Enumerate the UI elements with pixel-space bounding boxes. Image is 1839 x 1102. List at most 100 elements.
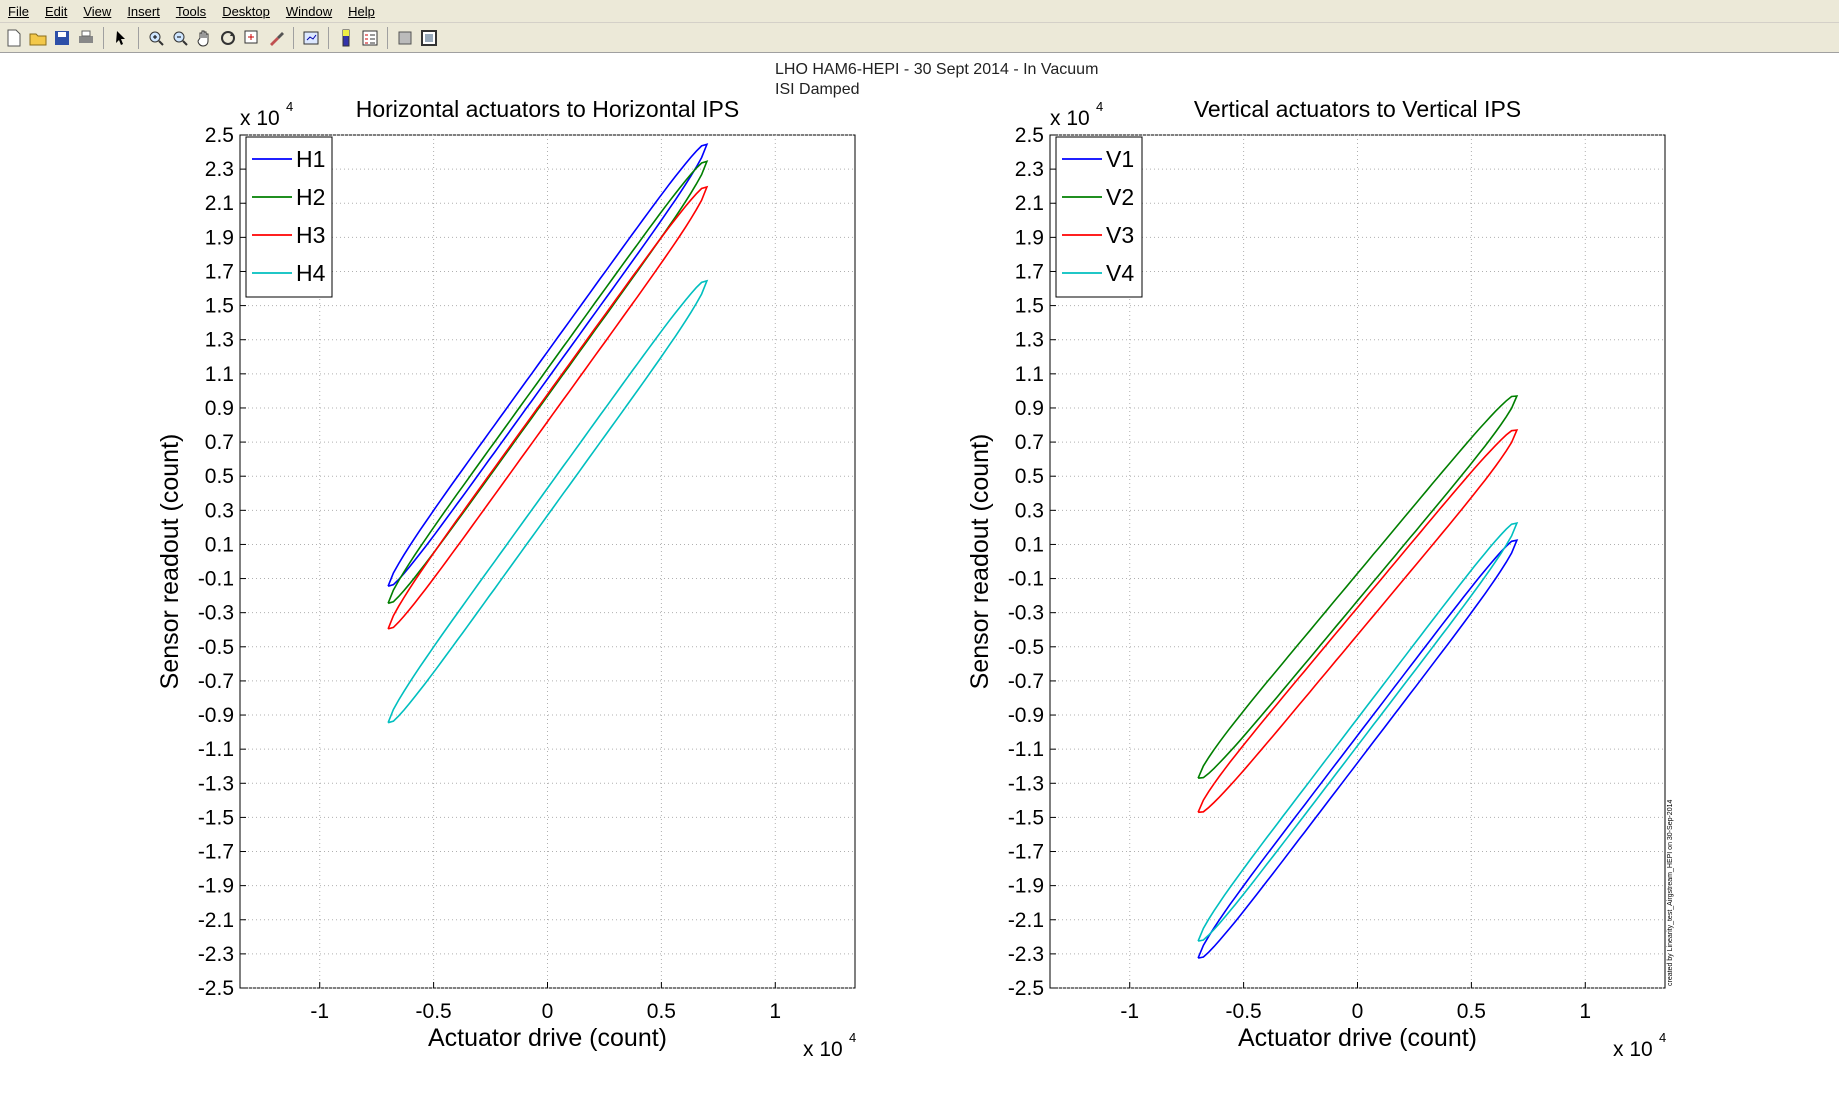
menu-insert[interactable]: Insert: [127, 3, 160, 19]
y-tick-label: -1.1: [198, 738, 234, 761]
suptitle-line1: LHO HAM6-HEPI - 30 Sept 2014 - In Vacuum: [775, 61, 1098, 78]
y-tick-label: -0.5: [198, 636, 234, 659]
y-tick-label: -0.9: [1008, 704, 1044, 727]
y-tick-label: 0.3: [205, 499, 234, 522]
y-tick-label: 1.5: [1015, 295, 1044, 318]
data-cursor-icon[interactable]: [241, 27, 263, 49]
legend-label-h4: H4: [296, 260, 326, 286]
y-tick-label: -1.7: [198, 841, 234, 864]
show-plot-tools-icon[interactable]: [418, 27, 440, 49]
menu-file[interactable]: File: [8, 3, 29, 19]
y-exponent-power: 4: [286, 99, 293, 114]
legend-label-h1: H1: [296, 146, 325, 172]
series-line-h4: [387, 279, 709, 724]
zoom-out-icon[interactable]: [169, 27, 191, 49]
y-tick-label: 2.5: [1015, 124, 1044, 147]
y-tick-label: 2.3: [205, 158, 234, 181]
y-axis-title: Sensor readout (count): [156, 434, 184, 690]
y-tick-label: -2.1: [1008, 909, 1044, 932]
x-exponent-label: x 10: [1613, 1038, 1653, 1061]
y-tick-label: 1.7: [1015, 260, 1044, 283]
menu-edit[interactable]: Edit: [44, 3, 68, 19]
y-tick-label: -1.1: [1008, 738, 1044, 761]
select-arrow-icon[interactable]: [110, 27, 132, 49]
y-tick-label: -0.7: [198, 670, 234, 693]
y-tick-label: -1.5: [198, 806, 234, 829]
y-tick-label: -2.5: [1008, 977, 1044, 1000]
menubar: File Edit View Insert Tools Desktop Window Help: [0, 0, 1839, 23]
series-line-v1: [1197, 539, 1519, 959]
legend-label-h3: H3: [296, 222, 325, 248]
x-axis-title: Actuator drive (count): [428, 1024, 667, 1052]
menu-tools[interactable]: Tools: [175, 3, 207, 19]
y-tick-label: 2.1: [205, 192, 234, 215]
toolbar-separator: [103, 26, 104, 49]
y-tick-label: -2.1: [198, 909, 234, 932]
y-tick-label: -1.7: [1008, 841, 1044, 864]
figure-canvas: LHO HAM6-HEPI - 30 Sept 2014 - In Vacuum…: [156, 61, 1674, 1061]
save-icon[interactable]: [51, 27, 73, 49]
hide-plot-tools-icon[interactable]: [394, 27, 416, 49]
legend-icon[interactable]: [359, 27, 381, 49]
legend: V1 V2 V3 V4: [1055, 136, 1143, 298]
series-line-v4: [1197, 522, 1519, 942]
legend-label-v2: V2: [1106, 184, 1134, 210]
print-icon[interactable]: [75, 27, 97, 49]
open-file-icon[interactable]: [27, 27, 49, 49]
y-tick-label: 1.3: [1015, 329, 1044, 352]
y-tick-label: 1.7: [205, 260, 234, 283]
menu-desktop[interactable]: Desktop: [222, 3, 270, 19]
y-tick-label: 0.7: [1015, 431, 1044, 454]
axes-box: [239, 134, 856, 989]
y-tick-label: 0.7: [205, 431, 234, 454]
x-tick-label: -0.5: [416, 1000, 452, 1023]
link-plot-icon[interactable]: [300, 27, 322, 49]
y-axis-title: Sensor readout (count): [966, 434, 994, 690]
y-tick-label: -1.9: [1008, 875, 1044, 898]
suptitle-line2: ISI Damped: [775, 81, 859, 98]
menu-view[interactable]: View: [83, 3, 112, 19]
toolbar: [0, 23, 1839, 53]
y-tick-label: -1.9: [198, 875, 234, 898]
pan-hand-icon[interactable]: [193, 27, 215, 49]
new-file-icon[interactable]: [3, 27, 25, 49]
y-tick-label: 0.9: [205, 397, 234, 420]
y-tick-label: -1.5: [1008, 806, 1044, 829]
plot-title: Vertical actuators to Vertical IPS: [1194, 96, 1521, 122]
x-tick-label: 0.5: [647, 1000, 676, 1023]
y-tick-label: -1.3: [1008, 772, 1044, 795]
y-tick-label: -0.3: [198, 602, 234, 625]
subplot-1: -1 -0.5 0 0.5 1 2.5 2.3 2.1 1.9 1.7 1.5 1.3 1.1 0.9 0.…: [156, 96, 856, 1061]
footnote: created by Linearity_test_Airgstream_HEP…: [1667, 800, 1674, 986]
x-exponent-power: 4: [1659, 1030, 1666, 1045]
colorbar-icon[interactable]: [335, 27, 357, 49]
rotate-3d-icon[interactable]: [217, 27, 239, 49]
toolbar-separator: [328, 26, 329, 49]
toolbar-separator: [387, 26, 388, 49]
legend-label-h2: H2: [296, 184, 325, 210]
y-tick-label: 1.5: [205, 295, 234, 318]
x-tick-label: 1: [1579, 1000, 1591, 1023]
y-exponent-power: 4: [1096, 99, 1103, 114]
y-tick-label: -0.9: [198, 704, 234, 727]
series-line-v3: [1197, 429, 1519, 814]
menu-help[interactable]: Help: [348, 3, 375, 19]
y-tick-label: 0.5: [1015, 465, 1044, 488]
y-tick-label: 2.3: [1015, 158, 1044, 181]
zoom-in-icon[interactable]: [145, 27, 167, 49]
y-tick-label: -1.3: [198, 772, 234, 795]
legend-box: [1055, 136, 1143, 298]
brush-icon[interactable]: [265, 27, 287, 49]
y-tick-label: -2.3: [1008, 943, 1044, 966]
y-tick-label: -2.5: [198, 977, 234, 1000]
menu-window[interactable]: Window: [285, 3, 333, 19]
y-tick-label: -0.5: [1008, 636, 1044, 659]
y-tick-label: 1.9: [1015, 226, 1044, 249]
series-line-h2: [387, 160, 709, 605]
x-tick-label: -1: [310, 1000, 329, 1023]
y-tick-label: 2.1: [1015, 192, 1044, 215]
legend-label-v1: V1: [1106, 146, 1134, 172]
x-tick-label: -1: [1120, 1000, 1139, 1023]
x-tick-label: 0: [542, 1000, 554, 1023]
y-tick-label: -2.3: [198, 943, 234, 966]
